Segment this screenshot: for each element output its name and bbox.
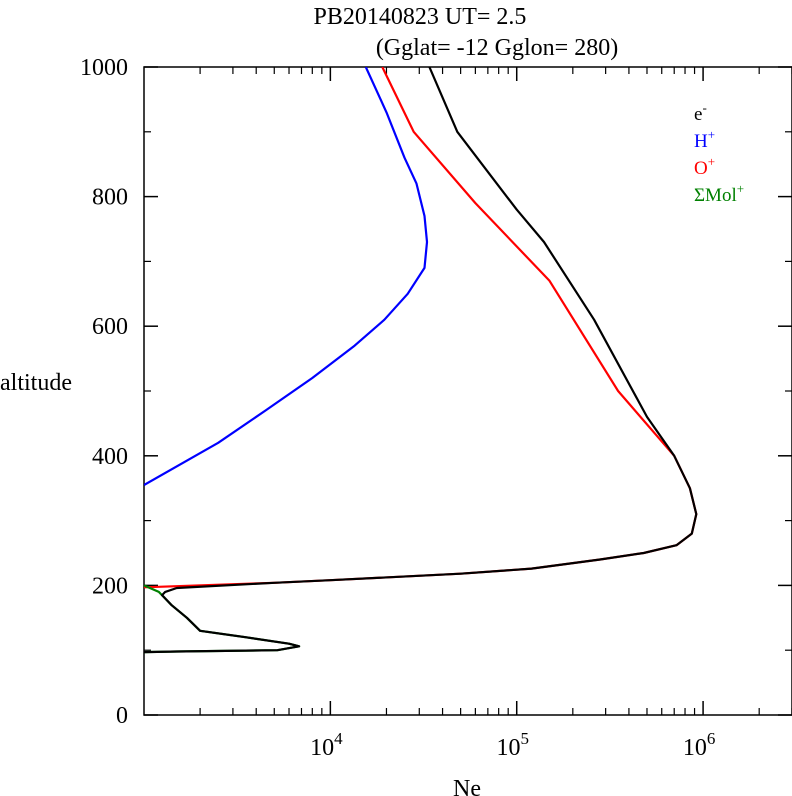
y-tick-label: 600: [92, 314, 128, 340]
y-tick-label: 200: [92, 573, 128, 599]
legend-label: e: [694, 104, 702, 125]
y-axis-label: altitude: [0, 370, 72, 396]
x-tick-exponent: 4: [334, 729, 343, 748]
x-tick-label: 106: [683, 729, 716, 761]
x-tick-base: 10: [683, 735, 707, 761]
x-axis-label: Ne: [453, 776, 481, 796]
y-tick-label: 400: [92, 444, 128, 470]
legend-entry: e-: [694, 100, 707, 125]
chart-title: PB20140823 UT= 2.5: [314, 4, 527, 30]
legend-label: O: [694, 158, 708, 179]
legend-entry: ΣMol+: [694, 181, 744, 206]
legend-entry: O+: [694, 154, 715, 179]
x-tick-label: 104: [310, 729, 343, 761]
chart-subtitle: (Gglat= -12 Gglon= 280): [376, 35, 618, 61]
legend: e-H+O+ΣMol+: [694, 100, 744, 206]
legend-superscript: -: [702, 100, 706, 115]
series-line-0: [144, 67, 698, 654]
series-lines: [144, 67, 698, 654]
y-tick-label: 800: [92, 185, 128, 211]
y-ticks: 0 200 400 600 800 1000: [80, 55, 792, 729]
x-tick-base: 10: [496, 735, 520, 761]
x-tick-exponent: 6: [707, 729, 716, 748]
legend-label: ΣMol: [694, 185, 737, 206]
legend-superscript: +: [737, 181, 744, 196]
series-line-2: [144, 67, 698, 589]
series-line-1: [144, 67, 429, 486]
legend-superscript: +: [708, 127, 715, 142]
x-tick-base: 10: [310, 735, 334, 761]
y-tick-label: 1000: [80, 55, 128, 81]
x-tick-exponent: 5: [520, 729, 529, 748]
legend-entry: H+: [694, 127, 715, 152]
x-ticks: 104 105 106: [310, 67, 715, 761]
x-tick-label: 105: [496, 729, 529, 761]
legend-superscript: +: [708, 154, 715, 169]
y-tick-label: 0: [116, 703, 128, 729]
minor-ticks: [144, 67, 792, 715]
legend-label: H: [694, 131, 708, 152]
